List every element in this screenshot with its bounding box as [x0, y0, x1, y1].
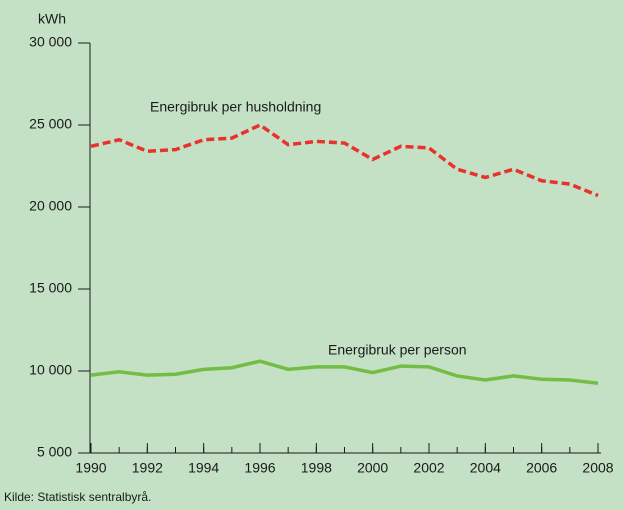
x-tick-label: 1998: [301, 460, 332, 476]
x-tick-label: 2006: [526, 460, 557, 476]
x-tick-label: 2002: [413, 460, 444, 476]
y-tick-label: 25 000: [29, 116, 72, 132]
source: Kilde: Statistisk sentralbyrå.: [4, 490, 151, 504]
series-label: Energibruk per person: [328, 342, 467, 358]
line-series: [90, 122, 599, 198]
line-series: [90, 359, 599, 386]
x-tick-label: 2000: [357, 460, 388, 476]
x-tick-label: 1994: [188, 460, 219, 476]
y-tick-label: 10 000: [29, 362, 72, 378]
y-tick-label: 30 000: [29, 34, 72, 50]
y-tick-label: 15 000: [29, 280, 72, 296]
y-tick-label: 5 000: [37, 444, 72, 460]
x-tick-label: 1992: [132, 460, 163, 476]
y-axis-label: kWh: [38, 11, 66, 27]
x-tick-label: 2004: [470, 460, 501, 476]
y-tick-label: 20 000: [29, 198, 72, 214]
x-tick-label: 2008: [582, 460, 613, 476]
series-label: Energibruk per husholdning: [150, 99, 321, 115]
x-tick-label: 1990: [75, 460, 106, 476]
x-tick-label: 1996: [244, 460, 275, 476]
